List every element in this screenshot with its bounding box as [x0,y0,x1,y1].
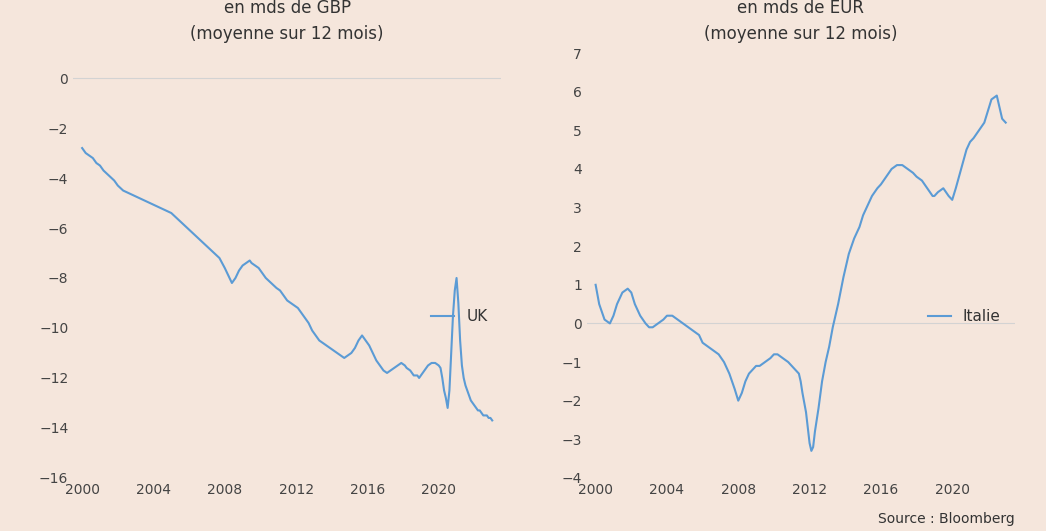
Text: Source : Bloomberg: Source : Bloomberg [878,512,1015,526]
Title: $\bf{Balance\ commerciale}$
en mds de GBP
(moyenne sur 12 mois): $\bf{Balance\ commerciale}$ en mds de GB… [187,0,387,43]
Legend: Italie: Italie [922,303,1007,330]
Title: $\bf{Balance\ commerciale}$
en mds de EUR
(moyenne sur 12 mois): $\bf{Balance\ commerciale}$ en mds de EU… [701,0,901,43]
Legend: UK: UK [425,303,494,330]
